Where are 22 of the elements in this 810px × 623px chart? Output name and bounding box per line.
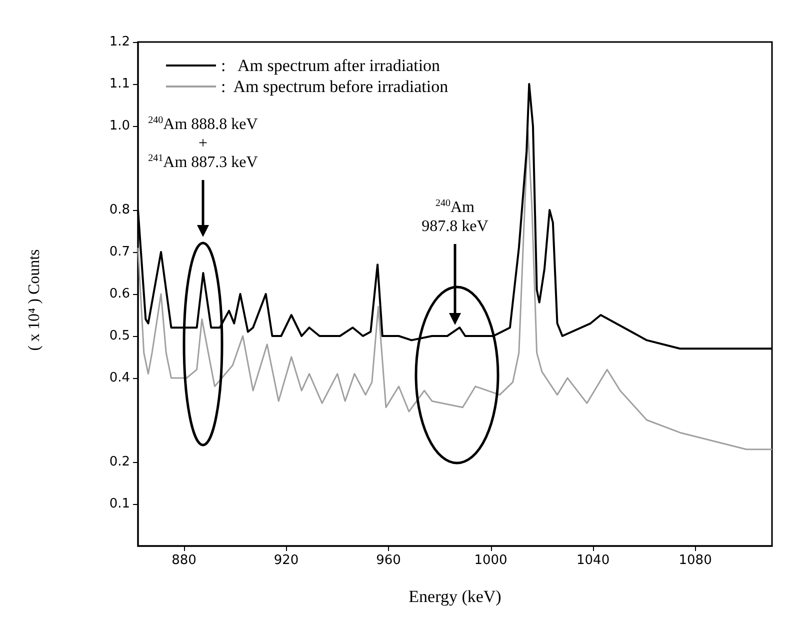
x-tick-label: 880 (172, 553, 196, 568)
legend-label: : Am spectrum before irradiation (221, 77, 449, 96)
text: $^{240}$Am 888.8 keV + $^{241}$Am 887.3 keV (148, 115, 258, 171)
y-tick-label: 0.6 (109, 286, 130, 302)
x-axis-title: Energy (keV) (408, 587, 502, 606)
y-tick-label: 0.4 (109, 370, 130, 386)
y-tick-label: 0.1 (109, 496, 130, 512)
x-tick-label: 1000 (474, 553, 508, 568)
y-tick-label: 0.8 (109, 202, 130, 218)
y-tick-label: 0.2 (109, 454, 130, 470)
y-tick-label: 1.1 (109, 76, 130, 92)
y-tick-label: 1.0 (109, 118, 130, 134)
x-tick-label: 920 (274, 553, 299, 568)
y-tick-label: 1.2 (109, 34, 130, 50)
x-tick-label: 1080 (678, 553, 712, 568)
legend-label: : Am spectrum after irradiation (221, 56, 441, 75)
x-tick-label: 1040 (576, 553, 610, 568)
y-axis-title: ( x 10⁴ ) Counts (26, 249, 44, 351)
annotation: $^{240}$Am 987.8 keV (422, 198, 488, 236)
x-tick-label: 960 (376, 553, 401, 568)
y-tick-label: 0.5 (109, 328, 130, 344)
y-tick-label: 0.7 (109, 244, 130, 260)
